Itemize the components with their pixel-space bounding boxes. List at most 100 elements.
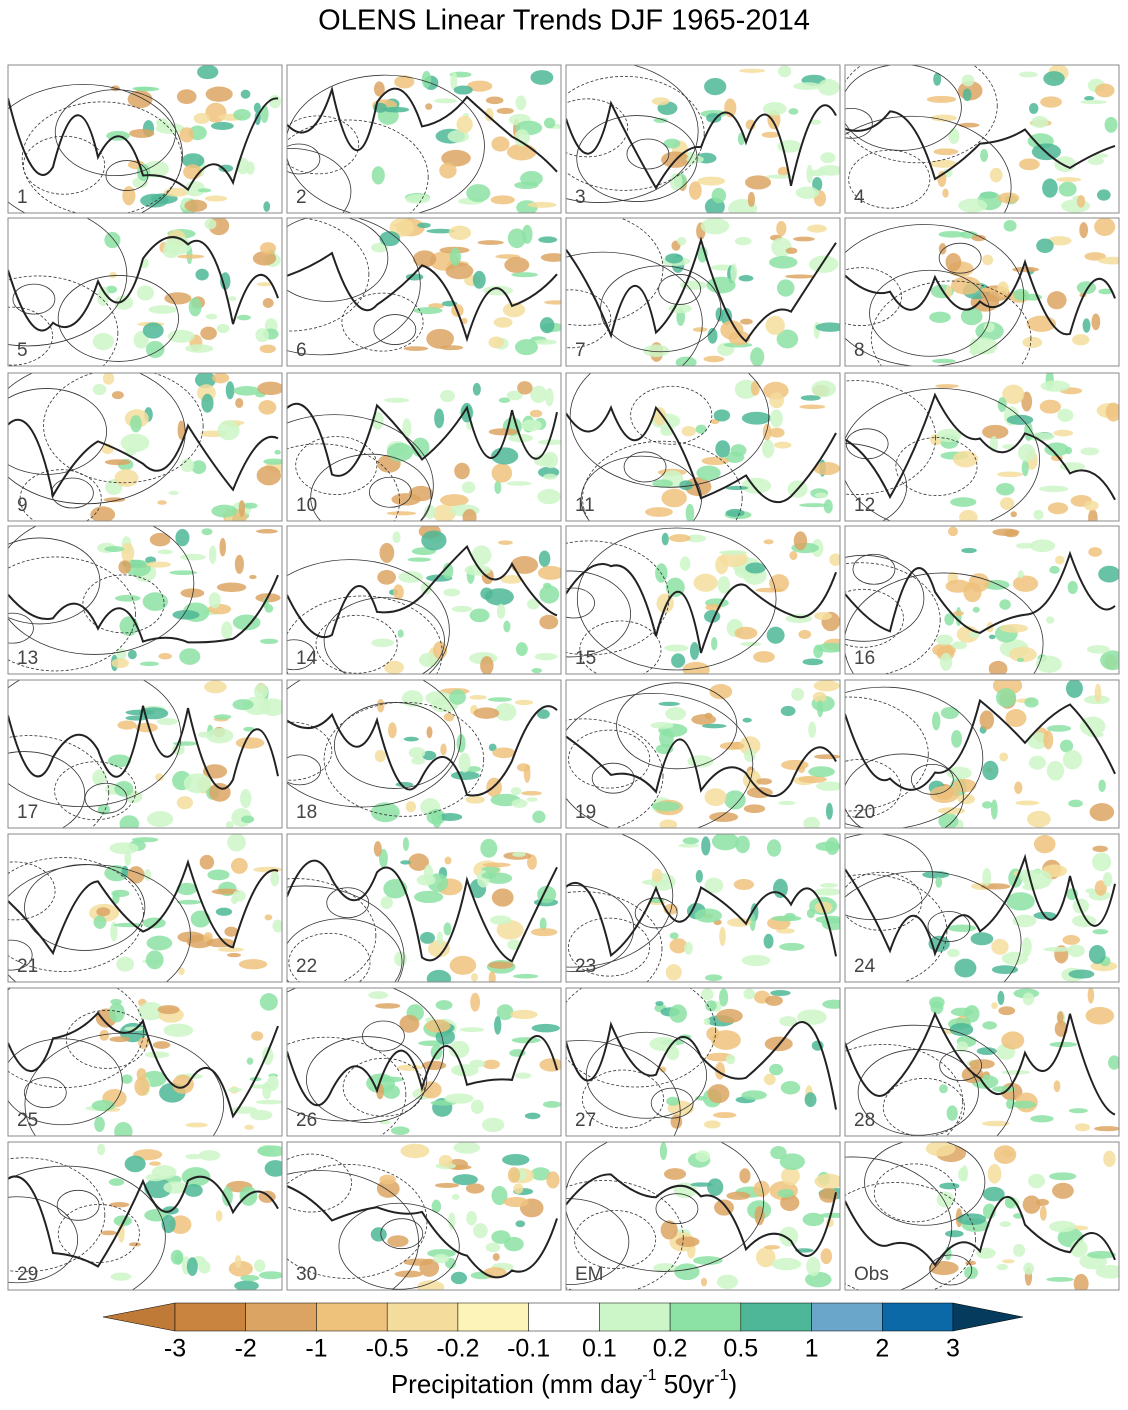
contour [566,251,703,366]
precip-patch [469,695,487,700]
contour [655,1193,699,1225]
precip-patch [512,973,539,979]
precip-patch [442,562,454,580]
zero-contour [566,881,837,958]
precip-patch [215,1210,223,1222]
precip-patch [750,347,765,366]
precip-patch [539,585,560,604]
precip-patch [186,1257,198,1276]
precip-patch [260,104,269,123]
contour [845,388,1040,521]
precip-patch [779,1226,799,1247]
precip-patch [1044,442,1069,457]
precip-patch [172,741,198,746]
precip-patch [1013,288,1030,301]
precip-patch [960,307,983,326]
contour [566,988,717,1088]
precip-patch [462,509,477,521]
panel-frame [286,833,562,983]
precip-patch [413,307,443,315]
precip-patch [951,641,968,650]
precip-patch [371,166,385,185]
contour [566,587,595,619]
precip-patch [779,1016,798,1027]
precip-patch [1102,871,1113,888]
panel-frame [844,525,1120,675]
precip-patch [1002,384,1025,405]
precip-patch [104,459,131,466]
contour [8,526,195,655]
precip-patch [234,1255,242,1269]
precip-patch [496,603,506,619]
contour [623,451,667,483]
precip-patch [188,297,202,317]
precip-patch [982,1021,997,1030]
precip-patch [97,804,110,815]
precip-patch [477,240,504,245]
zero-contour [287,402,558,477]
precip-patch [682,661,710,674]
precip-patch [466,1210,477,1226]
precip-patch [743,748,756,762]
precip-patch [701,723,727,729]
precip-patch [237,314,251,321]
precip-patch [515,1220,526,1228]
precip-patch [257,1145,282,1157]
precip-patch [243,726,255,732]
precip-patch [651,868,663,883]
contour [23,1077,67,1109]
precip-patch [544,387,554,407]
panel-frame [565,833,841,983]
colorbar-tick-label: -1 [305,1335,327,1363]
precip-patch [92,333,114,351]
precip-patch [241,815,255,824]
precip-patch [1031,115,1049,129]
precip-patch [668,303,692,314]
contour [581,1069,664,1129]
precip-patch [433,1253,450,1264]
precip-patch [511,798,528,808]
precip-patch [397,1064,422,1071]
precip-patch [806,224,827,233]
precip-patch [719,550,748,555]
precip-patch [1022,869,1053,890]
panel-frame [565,679,841,829]
zero-contour [287,705,558,797]
contour [566,891,663,982]
precip-patch [1047,291,1067,310]
panel-bg [566,65,840,213]
precip-patch [263,201,271,212]
precip-patch [1085,1006,1115,1025]
precip-patch [1085,888,1097,894]
precip-patch [939,653,953,671]
contour [845,686,984,828]
precip-patch [99,1029,110,1041]
precip-patch [514,1072,532,1079]
precip-patch [689,641,700,660]
contour [8,612,34,644]
precip-patch [1108,1055,1119,1070]
precip-patch [240,1274,260,1282]
precip-patch [531,1023,560,1033]
precip-patch [945,253,962,272]
precip-patch [394,75,415,89]
precip-patch [1088,945,1106,964]
precip-patch [998,192,1020,204]
contour [65,1010,148,1069]
contour [8,1196,79,1284]
precip-patch [259,242,277,255]
precip-patch [1091,313,1101,331]
precip-patch [193,112,211,124]
precip-patch [235,737,265,749]
precip-patch [773,441,792,449]
precip-patch [400,1143,430,1159]
contour [580,455,702,521]
precip-patch [987,1164,1002,1184]
precip-patch [419,932,435,944]
precip-patch [1057,408,1074,423]
precip-patch [515,642,528,657]
precip-patch [674,1263,700,1281]
contour [574,1210,657,1269]
zero-contour [845,853,1116,957]
contour [566,885,635,972]
